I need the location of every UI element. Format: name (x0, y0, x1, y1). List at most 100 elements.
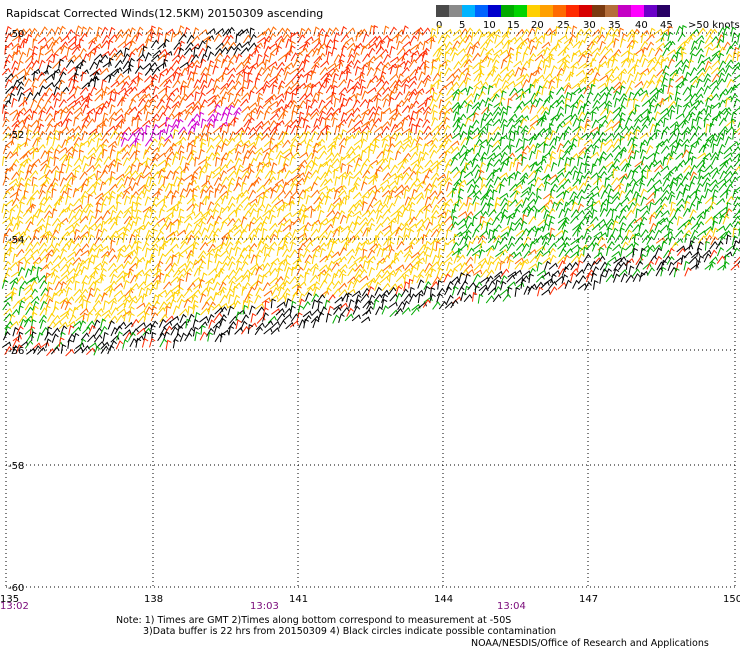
wind-barb (44, 204, 53, 213)
wind-barb (109, 221, 118, 231)
wind-barb (71, 175, 77, 185)
wind-barb (197, 254, 206, 264)
wind-barb (95, 202, 102, 212)
wind-barb (29, 170, 39, 179)
wind-barb (262, 312, 269, 322)
wind-barb (676, 176, 682, 187)
wind-barb (481, 177, 487, 187)
wind-barb (235, 311, 242, 321)
wind-barb (3, 252, 10, 263)
wind-barb (212, 85, 220, 95)
wind-barb (374, 286, 383, 296)
wind-barb (102, 210, 111, 219)
wind-barb (248, 144, 257, 154)
wind-barb (494, 261, 502, 271)
wind-barb (431, 204, 440, 214)
wind-barb (507, 259, 514, 270)
wind-barb (128, 106, 138, 114)
wind-barb (607, 104, 613, 114)
wind-barb (569, 251, 580, 259)
wind-barb (233, 80, 242, 90)
wind-barb (151, 305, 157, 316)
wind-barb (205, 174, 211, 185)
wind-barb (101, 190, 111, 198)
wind-barb (80, 190, 89, 200)
wind-barb (165, 28, 175, 36)
wind-barb (9, 74, 19, 82)
wind-barb (120, 81, 130, 90)
wind-barb (198, 40, 206, 50)
wind-barb (724, 170, 733, 179)
wind-barb (348, 221, 356, 231)
wind-barb (411, 255, 421, 264)
wind-barb (345, 213, 353, 224)
wind-barb (442, 202, 451, 212)
scale-swatch (644, 5, 657, 17)
wind-barb (365, 305, 374, 315)
wind-barb (358, 268, 368, 278)
wind-barb (157, 61, 167, 69)
wind-barb (288, 45, 296, 55)
wind-barb (649, 123, 657, 133)
wind-barb (162, 240, 169, 250)
wind-barb (46, 53, 55, 62)
wind-barb (240, 47, 249, 55)
wind-barb (361, 316, 371, 324)
wind-barb (208, 189, 214, 200)
wind-barb (52, 136, 59, 147)
wind-barb (586, 196, 595, 206)
wind-barb (333, 61, 344, 69)
wind-barb (359, 79, 366, 89)
color-scale (436, 5, 670, 17)
wind-barb (361, 64, 368, 74)
wind-barb (269, 214, 277, 225)
wind-barb (472, 112, 479, 122)
wind-barb (691, 118, 697, 129)
wind-barb (711, 170, 720, 180)
wind-barb (523, 250, 532, 259)
wind-barb (421, 151, 429, 161)
wind-barb (303, 175, 311, 185)
wind-barb (205, 162, 212, 173)
wind-barb (515, 198, 525, 207)
wind-barb (640, 196, 648, 206)
wind-barb (382, 264, 392, 272)
wind-barb (446, 250, 455, 258)
wind-barb (205, 73, 211, 83)
wind-barb (51, 208, 58, 218)
wind-barb (107, 248, 116, 257)
wind-barb (257, 66, 265, 76)
wind-barb (225, 150, 233, 161)
wind-barb (29, 163, 38, 173)
wind-barb (198, 47, 206, 57)
wind-barb (362, 259, 369, 270)
wind-barb (178, 136, 187, 146)
wind-barb (25, 242, 34, 252)
wind-barb (100, 220, 107, 231)
wind-barb (92, 71, 100, 81)
wind-barb (310, 221, 318, 232)
wind-barb (11, 66, 19, 77)
wind-barb (437, 254, 445, 265)
wind-barb (716, 246, 725, 257)
wind-barb (277, 38, 285, 48)
wind-barb (269, 137, 275, 148)
wind-barb (246, 141, 256, 149)
wind-barb (569, 156, 576, 167)
wind-barb (242, 165, 252, 173)
wind-barb (150, 54, 160, 62)
wind-barb (554, 135, 561, 146)
wind-barb (527, 207, 535, 217)
wind-barb (407, 223, 418, 231)
wind-barb (311, 61, 320, 70)
wind-barb (241, 105, 251, 114)
wind-barb (256, 315, 266, 324)
wind-barb (340, 162, 347, 173)
wind-barb (177, 111, 184, 122)
wind-barb (94, 93, 104, 102)
wind-barb (373, 67, 381, 77)
wind-barb (326, 281, 335, 290)
wind-barb (688, 202, 696, 213)
wind-barb (93, 334, 103, 343)
wind-barb (211, 93, 221, 103)
